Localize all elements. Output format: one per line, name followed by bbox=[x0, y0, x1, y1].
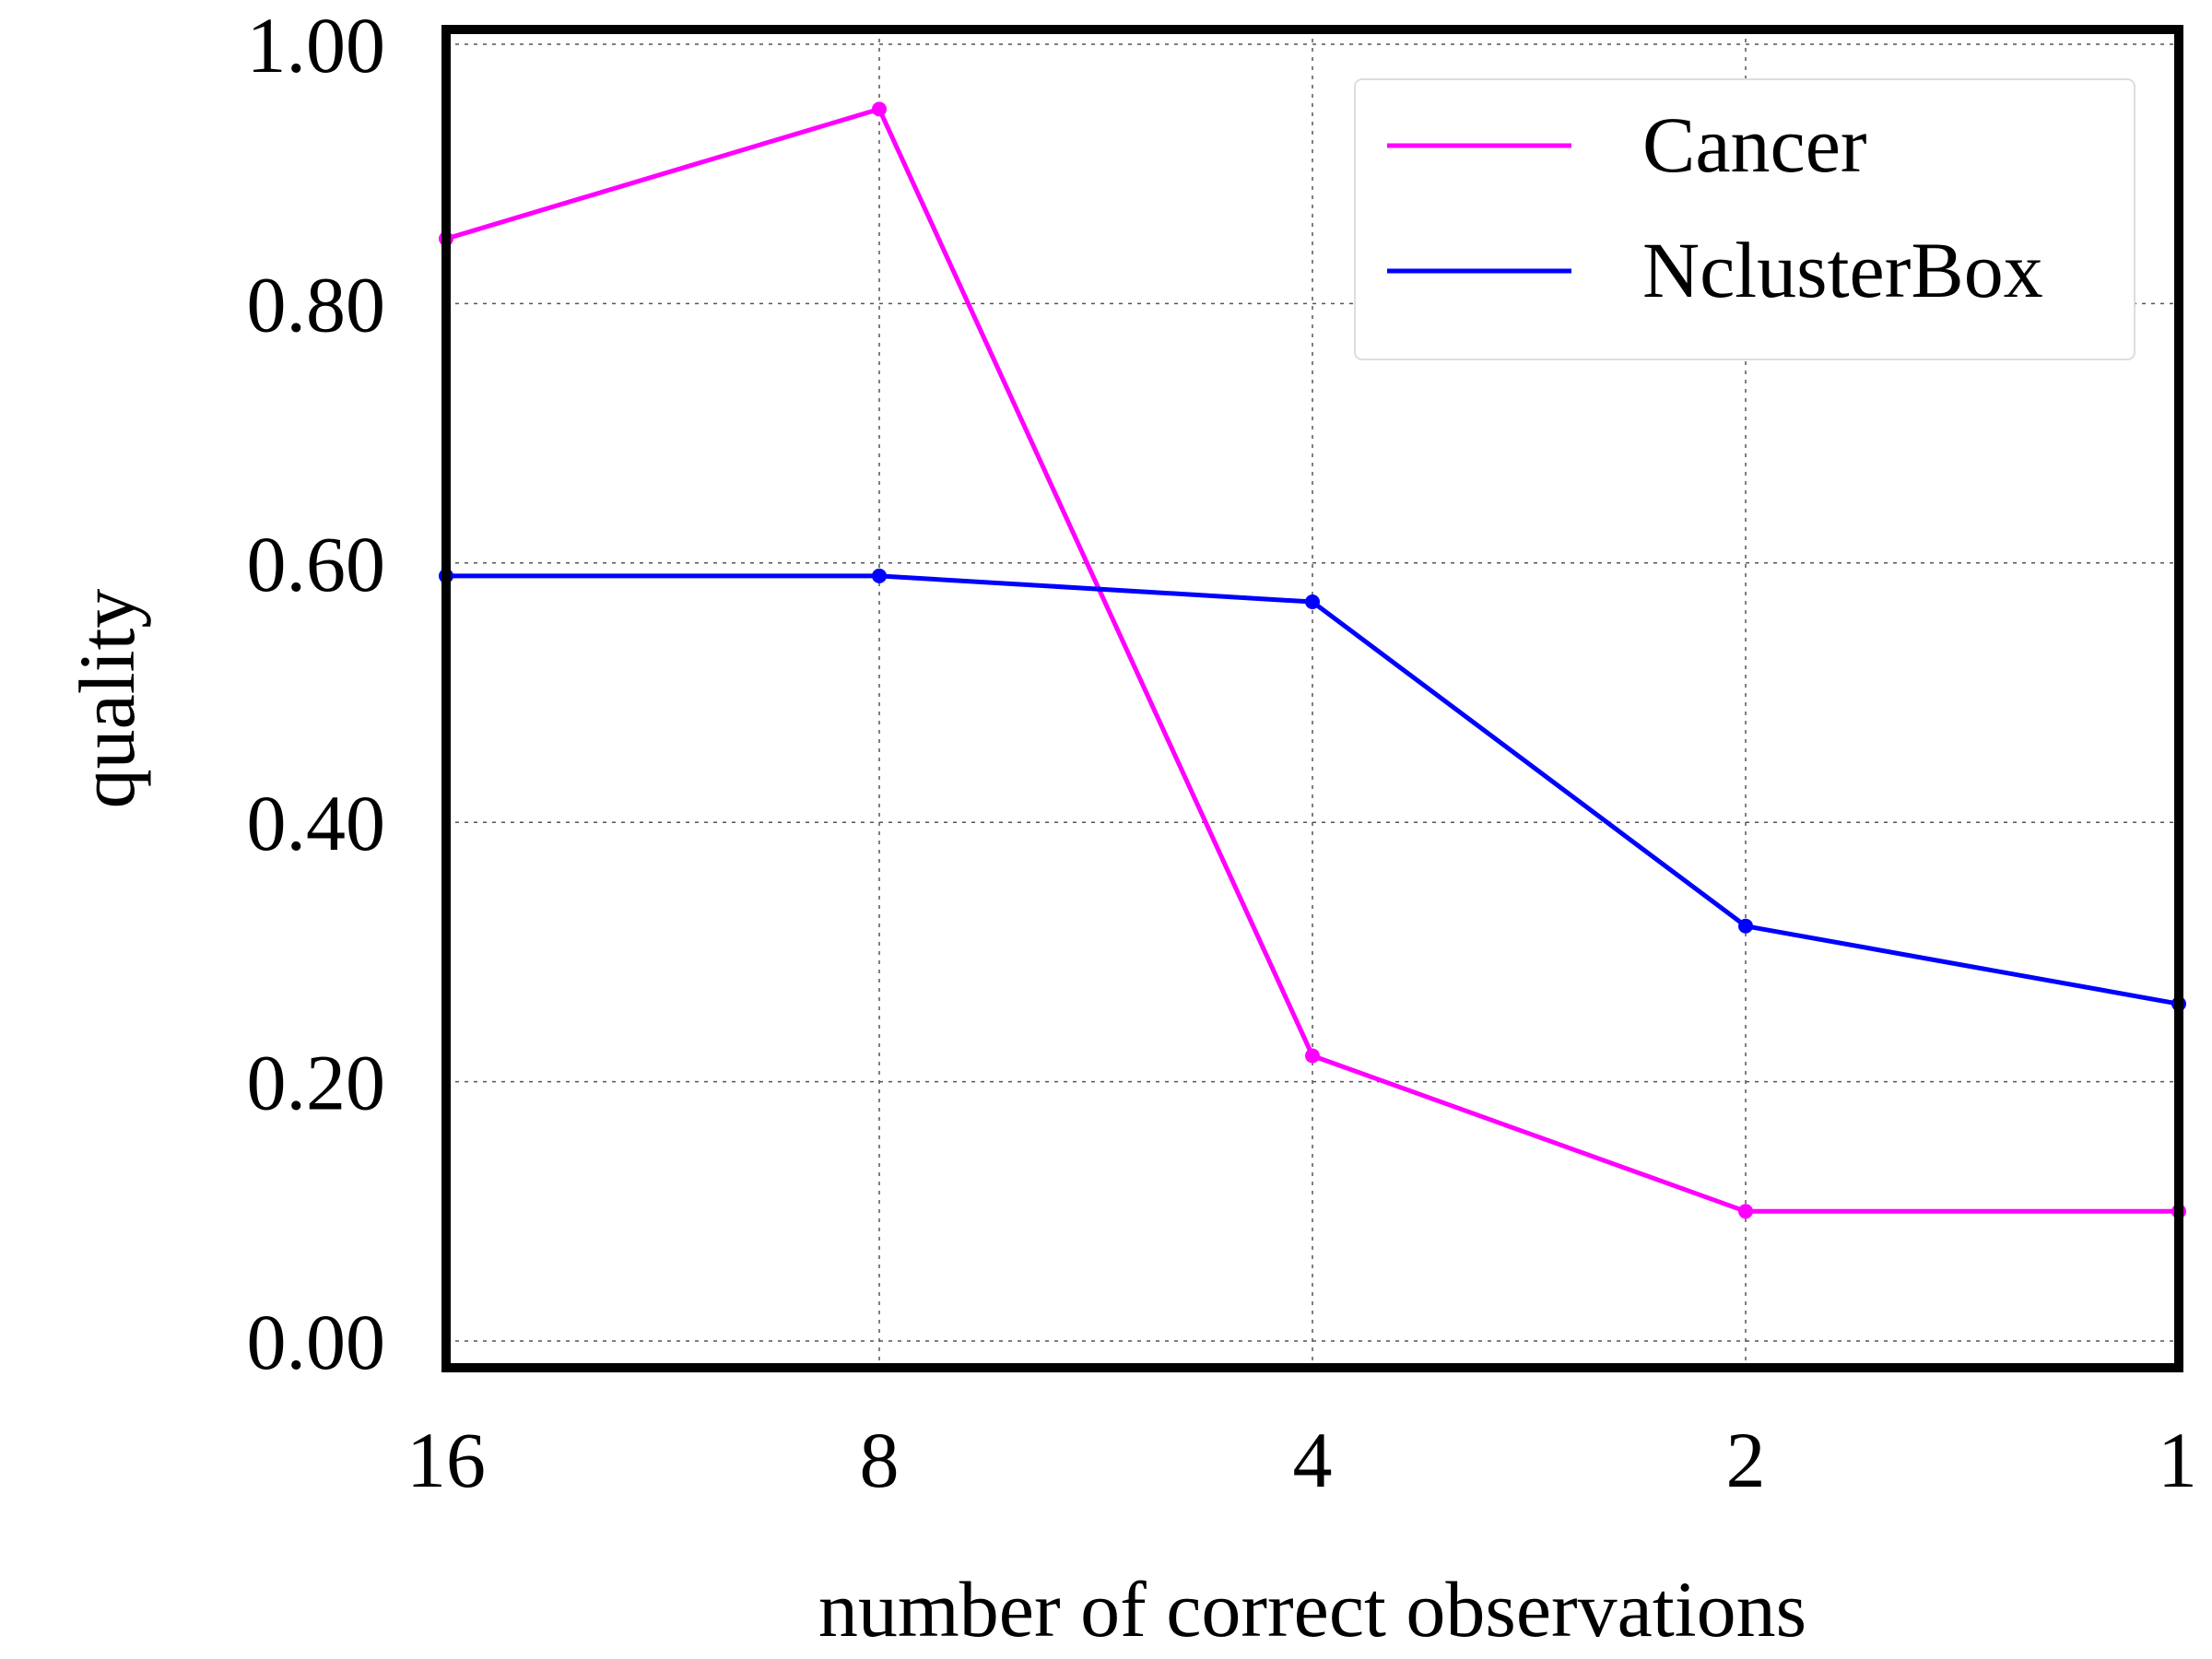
x-tick-label: 2 bbox=[1726, 1416, 1766, 1504]
data-point bbox=[1305, 1048, 1320, 1064]
legend: Cancer NclusterBox bbox=[1354, 78, 2136, 360]
x-tick-label: 4 bbox=[1293, 1416, 1333, 1504]
y-tick-label: 1.00 bbox=[247, 1, 386, 89]
legend-box bbox=[1354, 78, 2136, 360]
plot-frame bbox=[441, 25, 2183, 1372]
series-lines bbox=[439, 101, 2186, 1219]
y-tick-label: 0.80 bbox=[247, 260, 386, 348]
legend-label: NclusterBox bbox=[1642, 226, 2043, 314]
x-tick-label: 8 bbox=[860, 1416, 900, 1504]
data-point bbox=[872, 101, 887, 117]
y-tick-label: 0.20 bbox=[247, 1039, 386, 1127]
x-tick-label: 1 bbox=[2158, 1416, 2197, 1504]
y-axis-title: quality bbox=[63, 589, 151, 809]
y-tick-label: 0.40 bbox=[247, 779, 386, 867]
x-axis-title: number of correct observations bbox=[818, 1565, 1806, 1653]
x-tick-label: 16 bbox=[406, 1416, 486, 1504]
y-tick-labels: 0.00 0.20 0.40 0.60 0.80 1.00 bbox=[247, 1, 386, 1386]
data-point bbox=[1738, 918, 1753, 934]
data-point bbox=[1305, 594, 1320, 610]
y-tick-label: 0.00 bbox=[247, 1298, 386, 1386]
x-tick-labels: 16 8 4 2 1 bbox=[406, 1416, 2197, 1504]
data-point bbox=[872, 568, 887, 583]
y-tick-label: 0.60 bbox=[247, 520, 386, 608]
legend-label: Cancer bbox=[1642, 100, 1867, 189]
data-point bbox=[1738, 1204, 1753, 1219]
